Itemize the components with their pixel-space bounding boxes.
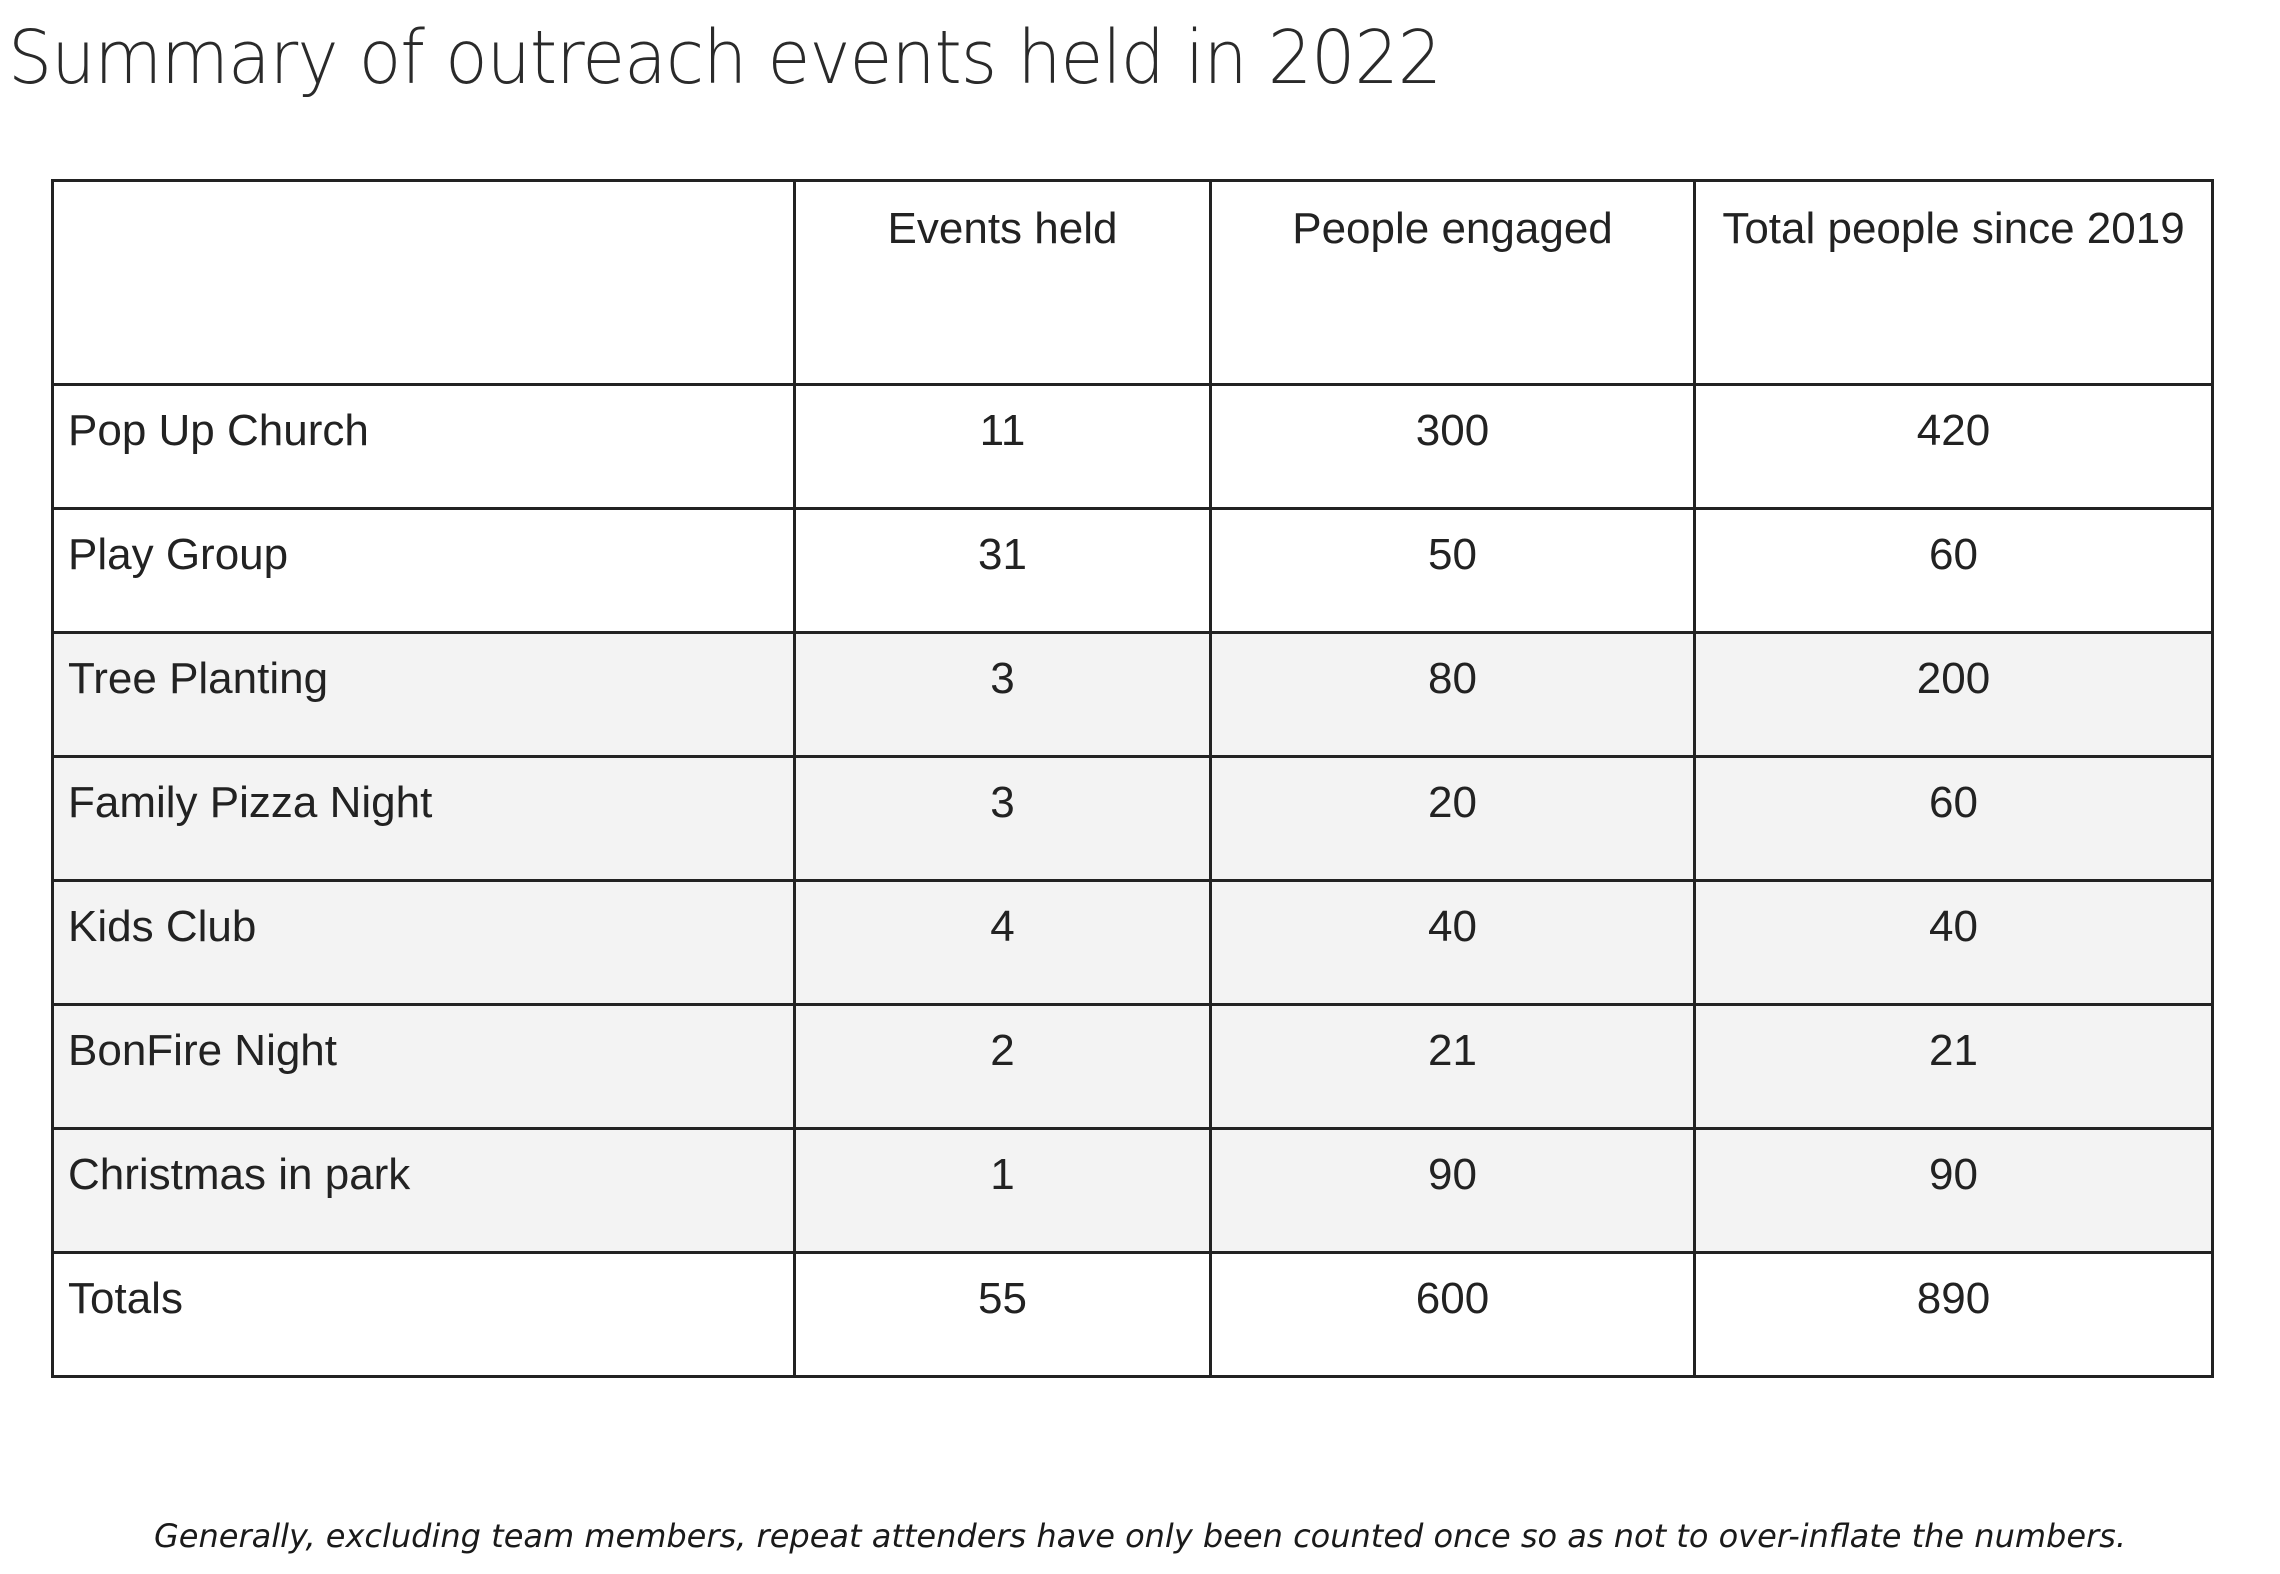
events-held-total: 55	[793, 1251, 1212, 1378]
row-label: Family Pizza Night	[51, 755, 796, 882]
totals-row: Totals 55 600 890	[51, 1251, 2214, 1378]
table-row: BonFire Night 2 21 21	[51, 1003, 2214, 1130]
events-held-cell: 3	[793, 755, 1212, 882]
total-people-cell: 90	[1693, 1127, 2214, 1254]
people-engaged-cell: 50	[1209, 507, 1696, 634]
table-row: Play Group 31 50 60	[51, 507, 2214, 634]
total-people-cell: 420	[1693, 383, 2214, 510]
people-engaged-cell: 21	[1209, 1003, 1696, 1130]
total-people-cell: 21	[1693, 1003, 2214, 1130]
events-held-cell: 2	[793, 1003, 1212, 1130]
people-engaged-cell: 300	[1209, 383, 1696, 510]
people-engaged-total: 600	[1209, 1251, 1696, 1378]
header-empty-cell	[51, 179, 796, 386]
total-people-total: 890	[1693, 1251, 2214, 1378]
row-label: Pop Up Church	[51, 383, 796, 510]
table-row: Pop Up Church 11 300 420	[51, 383, 2214, 510]
footnote: Generally, excluding team members, repea…	[153, 1517, 2127, 1555]
people-engaged-cell: 40	[1209, 879, 1696, 1006]
total-people-cell: 200	[1693, 631, 2214, 758]
header-total-people: Total people since 2019	[1693, 179, 2214, 386]
total-people-cell: 40	[1693, 879, 2214, 1006]
row-label: Kids Club	[51, 879, 796, 1006]
table-header-row: Events held People engaged Total people …	[51, 179, 2214, 386]
events-held-cell: 4	[793, 879, 1212, 1006]
outreach-summary-table: Events held People engaged Total people …	[51, 179, 2214, 1378]
page-title: Summary of outreach events held in 2022	[8, 15, 1442, 101]
header-people-engaged: People engaged	[1209, 179, 1696, 386]
people-engaged-cell: 20	[1209, 755, 1696, 882]
events-held-cell: 3	[793, 631, 1212, 758]
row-label: Christmas in park	[51, 1127, 796, 1254]
table-row: Family Pizza Night 3 20 60	[51, 755, 2214, 882]
table-row: Tree Planting 3 80 200	[51, 631, 2214, 758]
row-label: Tree Planting	[51, 631, 796, 758]
row-label: BonFire Night	[51, 1003, 796, 1130]
events-held-cell: 31	[793, 507, 1212, 634]
totals-label: Totals	[51, 1251, 796, 1378]
events-held-cell: 11	[793, 383, 1212, 510]
total-people-cell: 60	[1693, 755, 2214, 882]
table-row: Kids Club 4 40 40	[51, 879, 2214, 1006]
header-events-held: Events held	[793, 179, 1212, 386]
people-engaged-cell: 90	[1209, 1127, 1696, 1254]
total-people-cell: 60	[1693, 507, 2214, 634]
row-label: Play Group	[51, 507, 796, 634]
table-row: Christmas in park 1 90 90	[51, 1127, 2214, 1254]
people-engaged-cell: 80	[1209, 631, 1696, 758]
events-held-cell: 1	[793, 1127, 1212, 1254]
